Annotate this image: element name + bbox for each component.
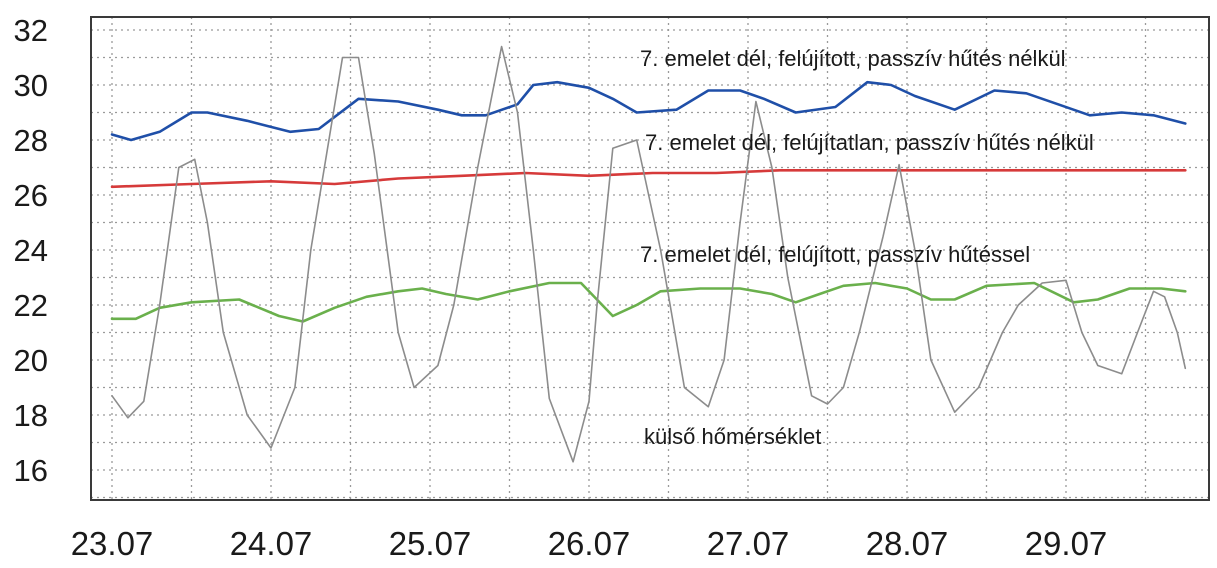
y-tick-label: 20 [14, 343, 48, 378]
series-label-outdoor-temperature: külső hőmérséklet [644, 424, 821, 449]
x-tick-label: 29.07 [1025, 525, 1108, 562]
y-tick-label: 30 [14, 68, 48, 103]
y-tick-label: 16 [14, 453, 48, 488]
y-tick-label: 22 [14, 288, 48, 323]
series-label-renovated-no-cooling: 7. emelet dél, felújított, passzív hűtés… [640, 46, 1066, 71]
x-tick-label: 24.07 [230, 525, 313, 562]
y-tick-label: 24 [14, 233, 48, 268]
series-line [110, 80, 1187, 142]
y-tick-label: 28 [14, 123, 48, 158]
x-tick-label: 28.07 [866, 525, 949, 562]
x-tick-label: 27.07 [707, 525, 790, 562]
x-tick-label: 25.07 [389, 525, 472, 562]
series-line [110, 169, 1187, 189]
y-axis-ticks: 16 18 20 22 24 26 28 30 32 [14, 13, 48, 488]
y-tick-label: 18 [14, 398, 48, 433]
grid [91, 17, 1209, 500]
series-label-renovated-with-cooling: 7. emelet dél, felújított, passzív hűtés… [640, 242, 1030, 267]
series-line [111, 45, 1187, 463]
series-lines [110, 45, 1187, 463]
series-label-unrenovated-no-cooling: 7. emelet dél, felújítatlan, passzív hűt… [645, 130, 1094, 155]
series-line [110, 281, 1187, 323]
y-tick-label: 32 [14, 13, 48, 48]
x-tick-label: 26.07 [548, 525, 631, 562]
y-tick-label: 26 [14, 178, 48, 213]
x-tick-label: 23.07 [71, 525, 154, 562]
plot-frame [90, 16, 1210, 501]
x-axis-ticks: 23.07 24.07 25.07 26.07 27.07 28.07 29.07 [71, 525, 1108, 562]
